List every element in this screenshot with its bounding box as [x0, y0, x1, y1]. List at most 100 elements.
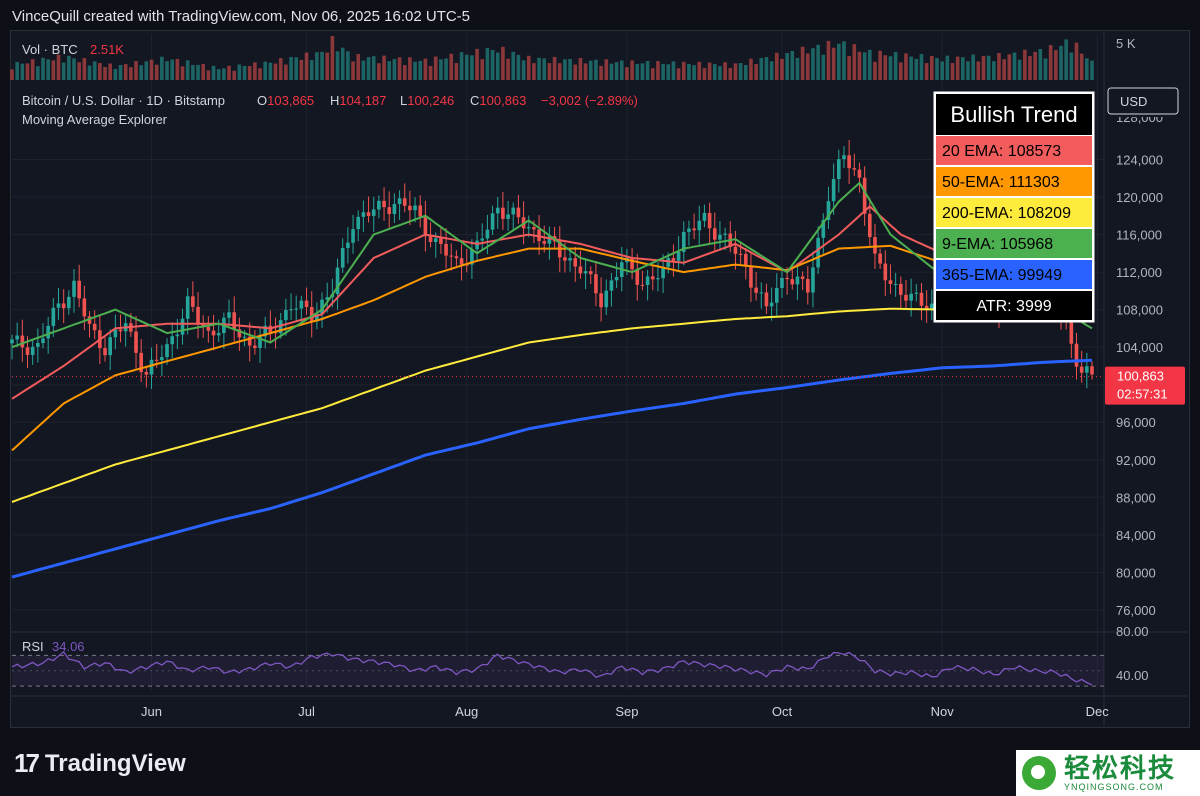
candle-body: [191, 296, 195, 307]
tradingview-logo[interactable]: 17 TradingView: [14, 748, 186, 779]
candle-body: [490, 213, 495, 230]
candle-body: [392, 204, 397, 215]
volume-bar: [785, 52, 789, 80]
candle-body: [320, 299, 324, 314]
volume-bar: [387, 61, 392, 80]
volume-bar: [335, 51, 340, 80]
volume-bar: [578, 58, 583, 80]
volume-bar: [371, 56, 376, 80]
volume-bar: [258, 68, 262, 80]
volume-bar: [1038, 49, 1043, 80]
candle-body: [237, 329, 242, 338]
volume-bar: [253, 62, 257, 80]
volume-bar: [873, 61, 877, 80]
volume-bar: [216, 69, 221, 80]
candle-body: [800, 276, 805, 279]
volume-bar: [139, 65, 143, 80]
bar-countdown: 02:57:31: [1117, 387, 1168, 402]
volume-bar: [728, 67, 733, 80]
volume-bar: [568, 59, 572, 80]
candle-body: [852, 168, 857, 170]
price-tick-label: 96,000: [1116, 415, 1156, 430]
volume-axis-label: 5 K: [1116, 36, 1136, 51]
volume-bar: [650, 68, 655, 80]
trend-row-cell: [936, 229, 1092, 258]
volume-bar: [351, 61, 355, 80]
volume-bar: [1054, 50, 1058, 80]
volume-bar: [702, 68, 707, 80]
candle-body: [893, 283, 898, 285]
volume-bar: [935, 58, 939, 80]
candle-body: [258, 336, 262, 349]
volume-bar: [836, 43, 841, 80]
candle-body: [149, 359, 154, 375]
candle-body: [532, 227, 536, 230]
volume-value: 2.51K: [90, 42, 124, 57]
candle-body: [635, 269, 640, 285]
volume-bar: [196, 64, 200, 80]
volume-bar: [919, 54, 924, 80]
volume-bar: [774, 52, 779, 80]
volume-bar: [1017, 59, 1022, 80]
candle-body: [46, 325, 50, 339]
candle-body: [759, 292, 764, 294]
candle-body: [712, 228, 717, 240]
candle-body: [780, 277, 784, 288]
last-price-badge: [1105, 366, 1185, 405]
candle-body: [402, 198, 407, 206]
volume-bar: [237, 64, 242, 80]
time-tick-label: Jun: [141, 704, 162, 719]
price-chart[interactable]: 80.00 40.00 76,000 80,000 84,000 88,000 92,00…: [0, 0, 1200, 730]
candle-body: [294, 308, 299, 310]
volume-bar: [170, 59, 174, 80]
volume-bar: [805, 53, 810, 80]
candle-body: [671, 257, 676, 261]
volume-bar: [909, 56, 913, 80]
candle-body: [862, 177, 867, 214]
candle-body: [387, 207, 392, 215]
candle-body: [67, 296, 71, 309]
candle-body: [309, 307, 314, 322]
candle-body: [707, 212, 712, 229]
volume-bar: [242, 65, 247, 80]
candle-body: [433, 238, 438, 242]
candle-body: [15, 335, 19, 340]
chart-attribution: VinceQuill created with TradingView.com,…: [12, 8, 471, 25]
candle-body: [578, 266, 583, 274]
candle-body: [371, 209, 376, 216]
ema-line-9-ema: [11, 181, 1093, 349]
volume-bar: [625, 67, 629, 80]
volume-bar: [878, 50, 882, 80]
volume-bar: [795, 57, 800, 80]
candle-body: [630, 257, 634, 270]
volume-bar: [56, 54, 61, 80]
candle-body: [785, 277, 789, 280]
candle-body: [180, 318, 185, 335]
candle-body: [888, 280, 893, 284]
volume-bar: [1085, 58, 1089, 80]
currency-badge[interactable]: [1107, 87, 1179, 115]
volume-bar: [1064, 39, 1068, 80]
volume-bar: [98, 62, 102, 80]
ema-line-365-ema: [11, 358, 1093, 579]
candle-body: [454, 256, 459, 259]
candle-body: [738, 253, 743, 255]
volume-bar: [356, 53, 361, 80]
volume-bar: [516, 54, 521, 80]
candle-body: [196, 306, 200, 324]
volume-bar: [692, 65, 696, 80]
price-tick-label: 124,000: [1116, 152, 1163, 167]
volume-bar: [377, 63, 381, 80]
candle-body: [733, 246, 738, 254]
volume-bar: [754, 64, 758, 80]
tradingview-mark-icon: 17: [14, 748, 40, 778]
price-tick-label: 76,000: [1116, 603, 1156, 618]
volume-bar: [604, 59, 609, 80]
volume-bar: [1059, 45, 1063, 80]
time-tick-label: Sep: [615, 704, 638, 719]
currency-badge-label: USD: [1120, 94, 1147, 109]
candle-body: [547, 236, 552, 244]
time-tick-label: Oct: [772, 704, 793, 719]
candle-body: [351, 229, 355, 243]
candle-body: [154, 359, 159, 361]
